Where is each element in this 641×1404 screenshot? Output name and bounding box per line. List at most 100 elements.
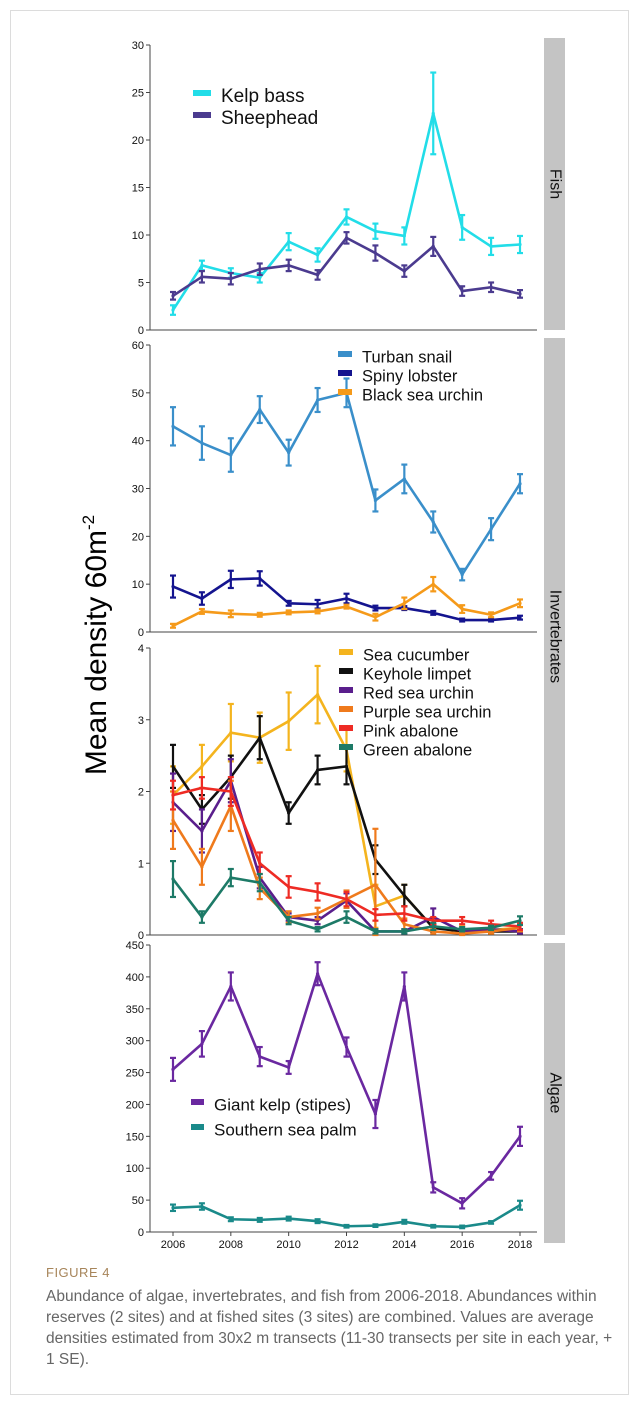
legend-swatch: [338, 351, 352, 357]
data-point: [200, 915, 204, 919]
data-point: [229, 277, 233, 281]
data-point: [344, 215, 349, 219]
data-point: [431, 582, 435, 586]
data-point: [344, 605, 349, 609]
data-point: [460, 1201, 464, 1205]
data-point: [402, 984, 406, 989]
caption-label: FIGURE 4: [46, 1265, 110, 1280]
data-point: [200, 609, 204, 614]
legend-label: Southern sea palm: [214, 1120, 357, 1139]
data-point: [489, 527, 493, 531]
data-point: [258, 861, 262, 865]
y-tick-label: 40: [132, 436, 144, 448]
y-tick-label: 300: [126, 1036, 144, 1048]
data-point: [287, 885, 291, 889]
series-line: [172, 972, 522, 1205]
legend-label: Purple sea urchin: [363, 703, 491, 721]
legend-label: Keyhole limpet: [363, 665, 472, 683]
data-point: [489, 1174, 493, 1178]
facet-strip-algae: Algae: [544, 943, 565, 1243]
data-point: [489, 926, 493, 930]
y-tick-label: 50: [132, 388, 144, 400]
data-point: [287, 263, 291, 267]
data-point: [229, 577, 233, 581]
data-point: [258, 267, 262, 271]
facet-strip-label: Algae: [546, 1073, 563, 1114]
data-point: [460, 919, 464, 923]
caption-text: Abundance of algae, invertebrates, and f…: [46, 1288, 613, 1368]
data-point: [518, 601, 522, 605]
y-tick-label: 20: [132, 135, 144, 147]
facet-strip-label: Invertebrates: [546, 590, 563, 683]
y-tick-label: 1: [138, 858, 144, 870]
data-point: [460, 618, 464, 622]
data-point: [431, 244, 435, 248]
figure-caption: FIGURE 4 Abundance of algae, invertebrat…: [46, 1265, 616, 1370]
y-tick-label: 30: [132, 484, 144, 496]
y-tick-label: 2: [138, 787, 144, 799]
panel-4: 0 50 100 150 200 250 300 350 400 450 2006 2008 2010 2…: [126, 940, 537, 1251]
legend-swatch: [191, 1124, 204, 1130]
data-point: [373, 498, 378, 503]
data-point: [518, 482, 522, 486]
figure-card: [10, 10, 629, 1395]
y-tick-label: 450: [126, 940, 144, 952]
data-point: [344, 1045, 349, 1049]
legend-label: Kelp bass: [221, 86, 304, 107]
y-tick-label: 10: [132, 579, 144, 591]
data-point: [460, 1225, 464, 1229]
data-point: [200, 275, 204, 279]
data-point: [373, 606, 378, 610]
data-point: [171, 624, 175, 628]
data-point: [518, 919, 522, 923]
data-point: [460, 225, 464, 229]
data-point: [258, 736, 262, 740]
data-point: [489, 618, 493, 622]
y-tick-label: 0: [138, 1227, 144, 1239]
facet-strip-bg: [544, 338, 565, 935]
x-tick-label: 2014: [392, 1239, 416, 1251]
legend-label: Turban snail: [362, 348, 452, 366]
data-point: [229, 453, 233, 457]
data-point: [431, 1224, 435, 1228]
data-point: [200, 596, 204, 601]
data-point: [460, 573, 464, 577]
y-tick-label: 200: [126, 1099, 144, 1111]
data-point: [402, 911, 406, 916]
y-tick-label: 20: [132, 531, 144, 543]
legend-swatch: [338, 389, 352, 395]
data-point: [373, 1112, 378, 1116]
legend: Giant kelp (stipes) Southern sea palm: [191, 1095, 357, 1139]
data-point: [200, 1042, 204, 1046]
data-point: [431, 924, 435, 928]
data-point: [402, 477, 406, 481]
data-point: [315, 273, 320, 277]
data-point: [229, 1217, 233, 1221]
data-point: [373, 883, 378, 887]
data-point: [258, 576, 262, 581]
legend-swatch: [339, 725, 353, 731]
data-point: [402, 929, 406, 934]
data-point: [258, 881, 262, 885]
facet-strip-bg: [544, 38, 565, 330]
data-point: [315, 609, 320, 614]
y-tick-label: 0: [138, 325, 144, 337]
data-point: [229, 731, 233, 735]
x-tick-label: 2018: [508, 1239, 532, 1251]
data-point: [200, 829, 204, 833]
data-point: [344, 1224, 349, 1228]
data-point: [402, 893, 406, 898]
series-line: [172, 391, 522, 576]
legend-label: Red sea urchin: [363, 684, 474, 702]
facet-strip-bg: [544, 943, 565, 1243]
y-tick-label: 4: [138, 643, 144, 655]
legend-swatch: [191, 1099, 204, 1105]
legend-label: Sheephead: [221, 108, 318, 129]
y-tick-label: 60: [132, 340, 144, 352]
data-point: [287, 919, 291, 923]
series-black-sea-urchin: [170, 575, 523, 629]
legend-swatch: [339, 668, 353, 674]
